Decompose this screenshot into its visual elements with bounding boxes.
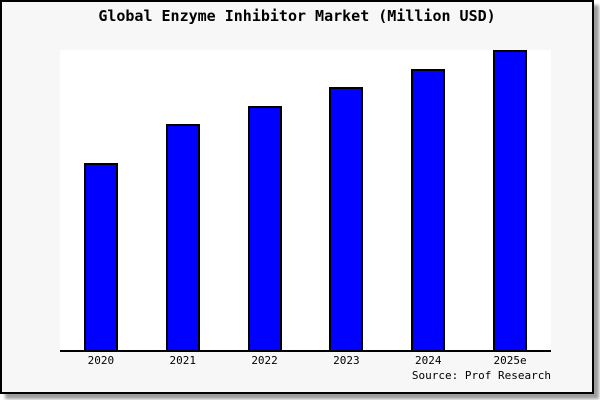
x-tick-label: 2020 [87,354,115,367]
x-tick-label: 2024 [414,354,442,367]
bar-column [224,50,306,350]
source-label: Source: Prof Research [411,369,551,382]
bar-2024 [411,68,446,350]
bar-column [305,50,387,350]
bar-2025e [493,50,528,350]
x-tick-label: 2025e [493,354,527,367]
plot-area [60,50,551,352]
bar-column [142,50,224,350]
bar-column [387,50,469,350]
bar-column [469,50,551,350]
bar-2020 [83,162,118,350]
bar-2022 [247,105,282,350]
x-tick-label: 2022 [251,354,278,367]
x-axis-labels: 2020 2021 2022 2023 2024 2025e [60,354,551,368]
bar-2021 [165,124,200,350]
x-tick-label: 2023 [333,354,360,367]
x-tick-label: 2021 [169,354,196,367]
bar-column [60,50,142,350]
chart-title: Global Enzyme Inhibitor Market (Million … [98,7,496,25]
chart-figure: Global Enzyme Inhibitor Market (Million … [0,0,594,394]
bar-2023 [329,86,364,350]
